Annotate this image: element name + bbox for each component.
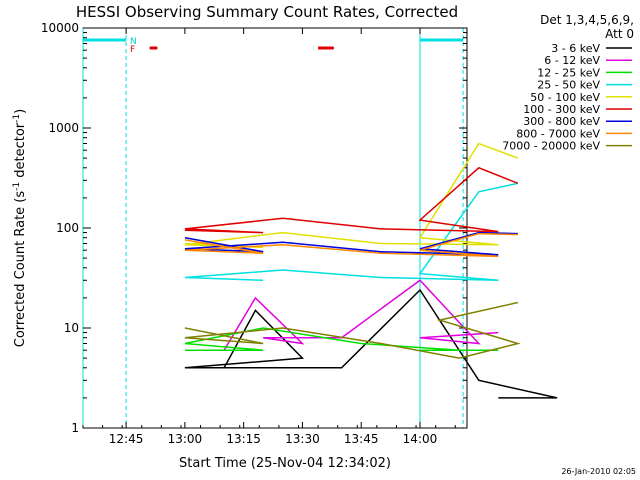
y-label-end: ): [13, 109, 28, 114]
y-label-sup1: -1: [12, 182, 22, 191]
x-axis-label: Start Time (25-Nov-04 12:34:02): [179, 456, 391, 471]
series-lines: [184, 142, 558, 399]
legend-label-1: 3 - 6 keV: [551, 42, 600, 55]
legend-label-8: 800 - 7000 keV: [516, 127, 600, 140]
y-label-sup2: -1: [12, 114, 22, 123]
legend-label-5: 50 - 100 keV: [530, 91, 600, 104]
series-line-4: [184, 182, 519, 282]
x-tick-label: 12:45: [109, 432, 144, 446]
footer-date: 26-Jan-2010 02:05: [561, 467, 636, 476]
x-tick-label: 13:15: [226, 432, 261, 446]
night-label: N: [130, 37, 137, 47]
legend-label-3: 12 - 25 keV: [537, 66, 600, 79]
legend-detectors: Det 1,3,4,5,6,9,: [540, 13, 634, 27]
chart-title: HESSI Observing Summary Count Rates, Cor…: [76, 3, 458, 21]
y-tick-label: 1: [71, 421, 79, 435]
y-label-main: Corrected Count Rate (s: [13, 191, 28, 348]
series-line-3: [184, 327, 499, 351]
legend-label-6: 100 - 300 keV: [523, 103, 600, 116]
series-line-7: [184, 231, 518, 256]
legend-label-2: 6 - 12 keV: [544, 54, 600, 67]
flare-label: F: [130, 45, 135, 55]
y-tick-label: 1000: [48, 121, 79, 135]
y-tick-label: 10: [64, 321, 79, 335]
y-label-mid: detector: [13, 122, 28, 182]
series-line-1: [184, 288, 558, 399]
y-axis-label: Corrected Count Rate (s-1 detector-1): [12, 109, 28, 347]
x-tick-label: 13:00: [168, 432, 203, 446]
x-tick-label: 13:45: [344, 432, 379, 446]
series-line-9: [184, 301, 521, 359]
y-tick-label: 100: [56, 221, 79, 235]
legend-label-9: 7000 - 20000 keV: [502, 140, 600, 153]
x-tick-label: 13:30: [285, 432, 320, 446]
axis-ticks: 12:45 13:00 13:15 13:30 13:45 14:00 1 10 100 1000…: [41, 21, 467, 446]
y-tick-label: 10000: [41, 21, 79, 35]
series-line-8: [184, 232, 518, 258]
legend-attenuator: Att 0: [605, 27, 634, 41]
legend-label-4: 25 - 50 keV: [537, 79, 600, 92]
legend-label-7: 300 - 800 keV: [523, 115, 600, 128]
x-tick-label: 14:00: [403, 432, 438, 446]
series-line-6: [184, 166, 519, 234]
